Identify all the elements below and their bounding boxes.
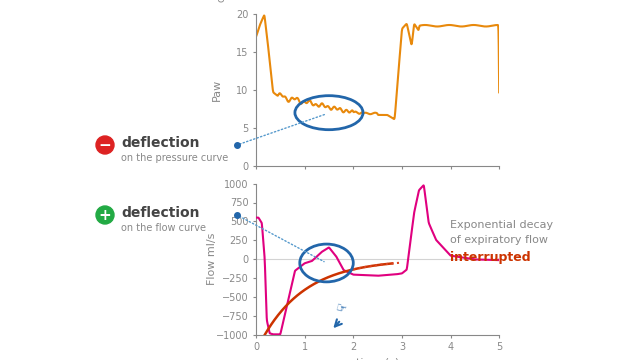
Text: deflection: deflection — [121, 206, 200, 220]
Text: +: + — [99, 207, 111, 222]
Text: on the flow curve: on the flow curve — [121, 223, 206, 233]
Circle shape — [96, 136, 114, 154]
Text: deflection: deflection — [121, 136, 200, 150]
Y-axis label: Flow ml/s: Flow ml/s — [207, 233, 217, 285]
Text: interrupted: interrupted — [450, 251, 531, 264]
Text: −: − — [99, 138, 111, 153]
Y-axis label: Paw: Paw — [212, 79, 222, 101]
Text: Exponential decay: Exponential decay — [450, 220, 553, 230]
Text: ☞: ☞ — [334, 301, 348, 317]
Circle shape — [96, 206, 114, 224]
Text: on the pressure curve: on the pressure curve — [121, 153, 228, 163]
X-axis label: time (s): time (s) — [356, 358, 399, 360]
Text: of expiratory flow: of expiratory flow — [450, 235, 548, 245]
Text: cmH2O: cmH2O — [217, 0, 227, 2]
